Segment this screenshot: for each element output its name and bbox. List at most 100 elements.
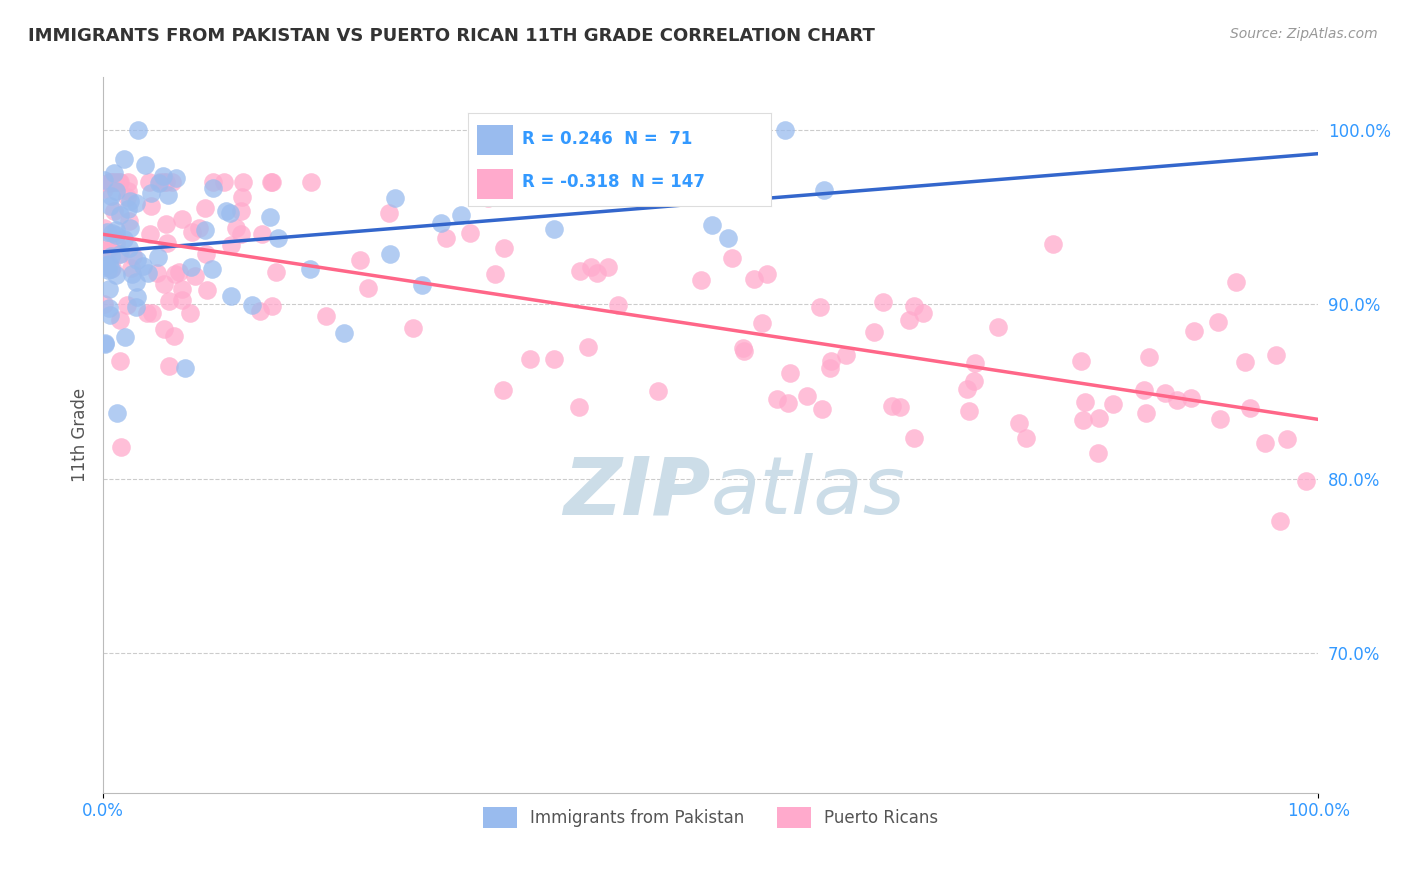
- Point: [260, 299, 283, 313]
- Point: [125, 300, 148, 314]
- Point: [755, 267, 778, 281]
- Point: [1295, 474, 1317, 488]
- Point: [139, 227, 162, 241]
- Point: [98, 199, 121, 213]
- Point: [1268, 514, 1291, 528]
- Point: [260, 175, 283, 189]
- Point: [156, 236, 179, 251]
- Point: [1008, 417, 1031, 431]
- Text: Source: ZipAtlas.com: Source: ZipAtlas.com: [1230, 27, 1378, 41]
- Point: [149, 175, 172, 189]
- Point: [115, 189, 138, 203]
- Text: atlas: atlas: [710, 453, 905, 532]
- Point: [107, 175, 129, 189]
- Point: [93, 296, 115, 310]
- Point: [299, 262, 322, 277]
- Point: [458, 227, 481, 241]
- Point: [682, 147, 704, 161]
- Point: [731, 341, 754, 355]
- Point: [1265, 348, 1288, 362]
- Point: [742, 271, 765, 285]
- Point: [153, 321, 176, 335]
- Point: [112, 152, 135, 166]
- Point: [181, 225, 204, 239]
- Point: [120, 261, 142, 276]
- Point: [264, 265, 287, 279]
- Point: [100, 308, 122, 322]
- Point: [117, 184, 139, 198]
- Point: [184, 268, 207, 283]
- Point: [201, 181, 224, 195]
- Point: [165, 171, 187, 186]
- Point: [110, 208, 132, 222]
- Point: [155, 217, 177, 231]
- Point: [872, 294, 894, 309]
- Point: [138, 175, 160, 189]
- Point: [104, 235, 127, 250]
- Point: [267, 231, 290, 245]
- Point: [127, 290, 149, 304]
- Point: [240, 297, 263, 311]
- Point: [97, 176, 120, 190]
- Point: [167, 265, 190, 279]
- Point: [100, 175, 122, 189]
- Point: [1135, 406, 1157, 420]
- Point: [568, 400, 591, 414]
- Point: [249, 304, 271, 318]
- Point: [105, 228, 128, 243]
- Point: [957, 404, 980, 418]
- Point: [125, 275, 148, 289]
- Point: [700, 218, 723, 232]
- Point: [690, 273, 713, 287]
- Point: [721, 251, 744, 265]
- Text: IMMIGRANTS FROM PAKISTAN VS PUERTO RICAN 11TH GRADE CORRELATION CHART: IMMIGRANTS FROM PAKISTAN VS PUERTO RICAN…: [28, 27, 875, 45]
- Point: [956, 382, 979, 396]
- Point: [779, 366, 801, 380]
- Point: [219, 289, 242, 303]
- Point: [107, 247, 129, 261]
- Point: [543, 351, 565, 366]
- Point: [132, 260, 155, 274]
- Point: [430, 215, 453, 229]
- Point: [776, 396, 799, 410]
- Point: [121, 249, 143, 263]
- Point: [104, 268, 127, 282]
- Point: [903, 299, 925, 313]
- Point: [1102, 397, 1125, 411]
- Point: [104, 223, 127, 237]
- Point: [212, 175, 235, 189]
- Point: [94, 336, 117, 351]
- Point: [103, 175, 125, 189]
- Point: [818, 360, 841, 375]
- Point: [332, 326, 354, 341]
- Point: [135, 306, 157, 320]
- Point: [232, 175, 254, 189]
- Point: [963, 374, 986, 388]
- Point: [1180, 391, 1202, 405]
- Point: [733, 343, 755, 358]
- Point: [157, 188, 180, 202]
- Point: [94, 258, 117, 272]
- Y-axis label: 11th Grade: 11th Grade: [72, 388, 89, 482]
- Point: [215, 203, 238, 218]
- Point: [103, 166, 125, 180]
- Point: [349, 252, 371, 267]
- Point: [172, 211, 194, 226]
- Point: [121, 267, 143, 281]
- Point: [606, 298, 628, 312]
- Point: [93, 220, 115, 235]
- Point: [808, 300, 831, 314]
- Point: [125, 195, 148, 210]
- Point: [766, 392, 789, 407]
- Point: [963, 356, 986, 370]
- Point: [201, 175, 224, 189]
- Point: [141, 199, 163, 213]
- Point: [231, 190, 253, 204]
- Point: [118, 242, 141, 256]
- Point: [1042, 237, 1064, 252]
- Point: [1070, 354, 1092, 368]
- Point: [120, 194, 142, 208]
- Point: [157, 293, 180, 308]
- Point: [1182, 324, 1205, 338]
- Point: [820, 353, 842, 368]
